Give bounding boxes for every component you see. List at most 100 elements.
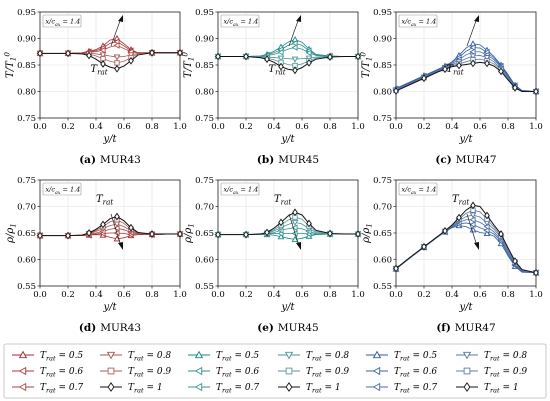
trat-label: Trat (452, 194, 469, 207)
legend-marker (106, 351, 116, 360)
series-point (291, 219, 299, 226)
legend-label: Trat = 0.6 (216, 367, 259, 379)
trat-arrow (466, 213, 479, 250)
arrow-shaft (288, 17, 300, 47)
series-point (177, 48, 183, 57)
x-tick-label: 0.6 (295, 122, 309, 132)
chart-panel-f: 0.0 0.2 0.4 0.6 0.8 1.0 0.55 0.60 0.65 0.70 0.75 y/… (361, 176, 543, 334)
legend-label: Trat = 0.6 (394, 367, 437, 379)
series-point (512, 83, 518, 92)
panel-caption: (d) MUR43 (79, 322, 141, 334)
series-point (355, 52, 361, 61)
series-3 (392, 216, 539, 277)
series-point (128, 56, 134, 65)
series-point (498, 230, 504, 238)
legend-entry: Trat = 0.6 (366, 366, 437, 379)
series-point (470, 201, 476, 210)
trat-arrow (110, 213, 123, 250)
series-point (149, 230, 155, 238)
y-tick-label: 0.75 (373, 176, 392, 186)
position-label-text: x/cax = 1.4 (224, 186, 259, 197)
series-line (218, 56, 358, 66)
x-axis-label: y/t (458, 302, 473, 313)
legend-label: Trat = 0.7 (40, 383, 83, 395)
series-point (484, 59, 490, 68)
x-tick-label: 0.6 (117, 122, 131, 132)
arrow-head (474, 15, 479, 22)
series-line (40, 52, 180, 70)
position-label-box (398, 182, 438, 196)
series-4 (214, 53, 362, 63)
x-tick-label: 0.8 (145, 122, 159, 132)
legend-label: Trat = 1 (484, 383, 519, 395)
x-tick-label: 0.8 (501, 122, 515, 132)
legend-marker (107, 382, 115, 392)
panel-caption: (c) MUR47 (435, 154, 496, 166)
series-point (442, 226, 448, 235)
series-point (177, 230, 183, 238)
series-line (40, 41, 180, 54)
legend-label: Trat = 1 (128, 383, 163, 395)
x-tick-label: 0.2 (61, 122, 75, 132)
series-point (277, 48, 284, 56)
series-point (291, 235, 299, 242)
series-point (278, 218, 284, 227)
series-point (292, 66, 298, 75)
position-label-box (42, 14, 82, 28)
series-point (469, 216, 476, 224)
y-tick-label: 0.90 (373, 35, 392, 45)
series-point (305, 49, 312, 57)
legend-entry: Trat = 0.9 (278, 367, 349, 379)
x-tick-label: 0.2 (239, 122, 253, 132)
series-line (218, 39, 358, 57)
series-point (277, 233, 285, 240)
y-tick-label: 0.80 (195, 88, 214, 98)
legend-label: Trat = 0.7 (394, 383, 437, 395)
legend-entry: Trat = 0.6 (12, 366, 83, 379)
trat-arrow (110, 15, 123, 47)
arrow-head (118, 242, 123, 250)
y-axis-label: T/T10 (3, 52, 18, 78)
series-point (37, 231, 43, 240)
trat-arrow (466, 15, 479, 47)
legend-entry: Trat = 0.5 (188, 350, 259, 363)
legend-marker (285, 367, 293, 375)
position-label: x/cax = 1.4 (398, 14, 438, 28)
legend-label: Trat = 0.8 (306, 351, 349, 363)
legend-entry: Trat = 0.7 (12, 382, 83, 395)
series-point (469, 44, 476, 51)
position-label: x/cax = 1.4 (220, 182, 260, 197)
series-point (264, 228, 270, 237)
series-point (456, 213, 462, 222)
y-tick-label: 0.60 (373, 256, 392, 266)
x-tick-label: 0.6 (295, 290, 309, 300)
y-tick-label: 0.65 (373, 229, 392, 239)
caption-name: MUR43 (100, 322, 141, 334)
series-6 (393, 201, 539, 277)
series-point (512, 257, 518, 265)
series-point (469, 212, 477, 219)
legend-entry: Trat = 0.8 (100, 351, 171, 363)
position-label-box (220, 182, 260, 196)
y-axis-label: T/T10 (181, 52, 196, 78)
x-tick-label: 0.2 (417, 290, 431, 300)
position-label: x/cax = 1.4 (220, 14, 260, 28)
legend-entry: Trat = 0.5 (366, 350, 437, 363)
y-tick-label: 0.65 (195, 229, 214, 239)
x-tick-label: 0.6 (473, 290, 487, 300)
series-point (533, 268, 539, 277)
x-tick-label: 1.0 (529, 122, 543, 132)
series-point (65, 231, 71, 240)
trat-label: Trat (90, 64, 107, 77)
x-tick-label: 0.4 (89, 122, 103, 132)
legend-marker (285, 382, 293, 392)
y-tick-label: 0.95 (17, 8, 36, 18)
series-3 (36, 42, 183, 57)
legend-marker (18, 366, 27, 376)
x-axis-label: y/t (102, 302, 117, 313)
x-tick-label: 0.4 (267, 122, 281, 132)
series-point (291, 39, 298, 47)
series-point (100, 220, 106, 229)
legend-label: Trat = 0.5 (216, 351, 259, 363)
